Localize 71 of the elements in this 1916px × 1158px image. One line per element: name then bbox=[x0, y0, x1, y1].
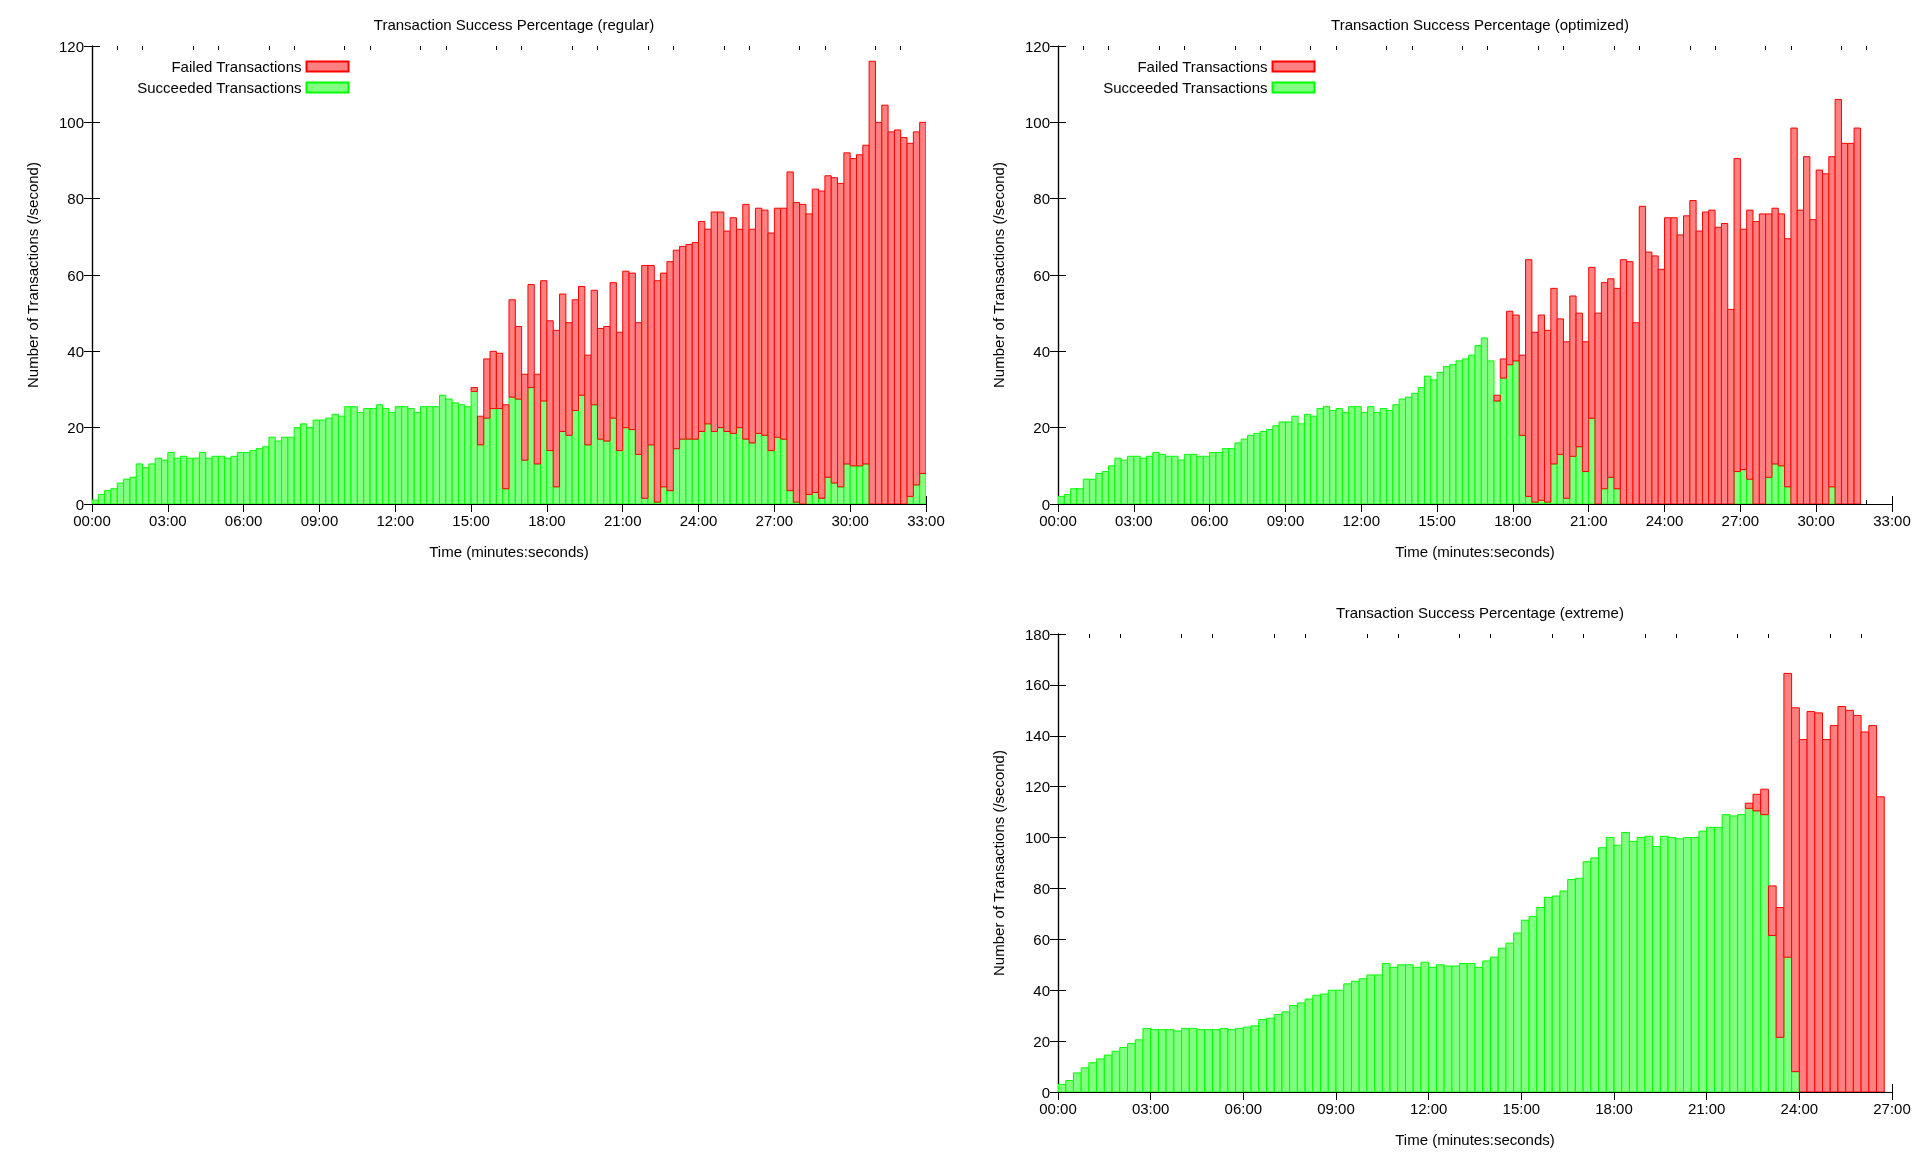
y-tick-label: 60 bbox=[1033, 266, 1050, 284]
x-axis-title: Time (minutes:seconds) bbox=[1395, 543, 1555, 560]
legend-label: Succeeded Transactions bbox=[1103, 79, 1268, 96]
chart-title: Transaction Success Percentage (regular) bbox=[373, 16, 655, 33]
x-tick-label: 21:00 bbox=[1687, 1100, 1726, 1117]
y-tick-label: 0 bbox=[1041, 495, 1050, 513]
chart-title: Transaction Success Percentage (optimized) bbox=[1331, 16, 1629, 33]
y-tick-label: 100 bbox=[1024, 829, 1050, 847]
y-tick-label: 40 bbox=[1033, 342, 1050, 360]
x-tick-label: 00:00 bbox=[1039, 512, 1077, 529]
y-tick-label: 140 bbox=[1024, 727, 1050, 745]
x-tick-label: 33:00 bbox=[907, 512, 945, 529]
chart-title: Transaction Success Percentage (extreme) bbox=[1336, 604, 1624, 621]
y-tick-label: 40 bbox=[67, 342, 84, 360]
x-tick-label: 21:00 bbox=[603, 512, 642, 529]
y-tick-label: 20 bbox=[1033, 1032, 1050, 1050]
x-tick-label: 27:00 bbox=[1721, 512, 1760, 529]
x-tick-label: 27:00 bbox=[755, 512, 794, 529]
x-tick-label: 03:00 bbox=[1115, 512, 1153, 529]
y-tick-label: 160 bbox=[1024, 676, 1050, 694]
x-tick-label: 15:00 bbox=[452, 512, 490, 529]
x-tick-label: 27:00 bbox=[1873, 1100, 1911, 1117]
y-tick-label: 80 bbox=[1033, 879, 1050, 897]
y-tick-label: 60 bbox=[1033, 930, 1050, 948]
y-axis-title: Number of Transactions (/second) bbox=[990, 162, 1007, 388]
x-tick-label: 21:00 bbox=[1569, 512, 1608, 529]
x-tick-label: 15:00 bbox=[1418, 512, 1456, 529]
legend-label: Failed Transactions bbox=[171, 58, 302, 75]
x-tick-label: 09:00 bbox=[1317, 1100, 1355, 1117]
y-tick-label: 180 bbox=[1024, 625, 1050, 643]
legend-label: Succeeded Transactions bbox=[137, 79, 302, 96]
y-tick-label: 0 bbox=[1041, 1083, 1050, 1101]
x-axis-title: Time (minutes:seconds) bbox=[429, 543, 589, 560]
y-axis-title: Number of Transactions (/second) bbox=[24, 162, 41, 388]
x-tick-label: 24:00 bbox=[1780, 1100, 1819, 1117]
x-tick-label: 18:00 bbox=[1595, 1100, 1633, 1117]
x-tick-label: 33:00 bbox=[1873, 512, 1911, 529]
y-tick-label: 0 bbox=[75, 495, 84, 513]
x-tick-label: 15:00 bbox=[1502, 1100, 1541, 1117]
y-tick-label: 60 bbox=[67, 266, 84, 284]
y-tick-label: 100 bbox=[1024, 113, 1050, 131]
x-tick-label: 12:00 bbox=[376, 512, 415, 529]
x-tick-label: 12:00 bbox=[1342, 512, 1381, 529]
y-tick-label: 20 bbox=[67, 419, 84, 437]
x-tick-label: 00:00 bbox=[73, 512, 111, 529]
y-tick-label: 20 bbox=[1033, 419, 1050, 437]
y-tick-label: 100 bbox=[58, 113, 84, 131]
x-tick-label: 03:00 bbox=[149, 512, 187, 529]
x-axis-title: Time (minutes:seconds) bbox=[1395, 1131, 1555, 1148]
x-tick-label: 09:00 bbox=[1266, 512, 1305, 529]
y-tick-label: 120 bbox=[1024, 37, 1050, 55]
y-tick-label: 120 bbox=[1024, 778, 1050, 796]
x-tick-label: 30:00 bbox=[831, 512, 869, 529]
x-tick-label: 30:00 bbox=[1797, 512, 1835, 529]
x-tick-label: 06:00 bbox=[224, 512, 263, 529]
x-tick-label: 06:00 bbox=[1224, 1100, 1263, 1117]
x-tick-label: 06:00 bbox=[1190, 512, 1229, 529]
x-tick-label: 03:00 bbox=[1131, 1100, 1170, 1117]
y-tick-label: 80 bbox=[1033, 190, 1050, 208]
x-tick-label: 18:00 bbox=[528, 512, 566, 529]
y-axis-title: Number of Transactions (/second) bbox=[990, 750, 1007, 976]
x-tick-label: 09:00 bbox=[300, 512, 339, 529]
x-tick-label: 12:00 bbox=[1409, 1100, 1448, 1117]
y-tick-label: 120 bbox=[58, 37, 84, 55]
x-tick-label: 24:00 bbox=[1645, 512, 1684, 529]
y-tick-label: 80 bbox=[67, 190, 84, 208]
y-tick-label: 40 bbox=[1033, 981, 1050, 999]
x-tick-label: 00:00 bbox=[1039, 1100, 1077, 1117]
x-tick-label: 18:00 bbox=[1494, 512, 1532, 529]
legend-label: Failed Transactions bbox=[1137, 58, 1268, 75]
x-tick-label: 24:00 bbox=[679, 512, 718, 529]
